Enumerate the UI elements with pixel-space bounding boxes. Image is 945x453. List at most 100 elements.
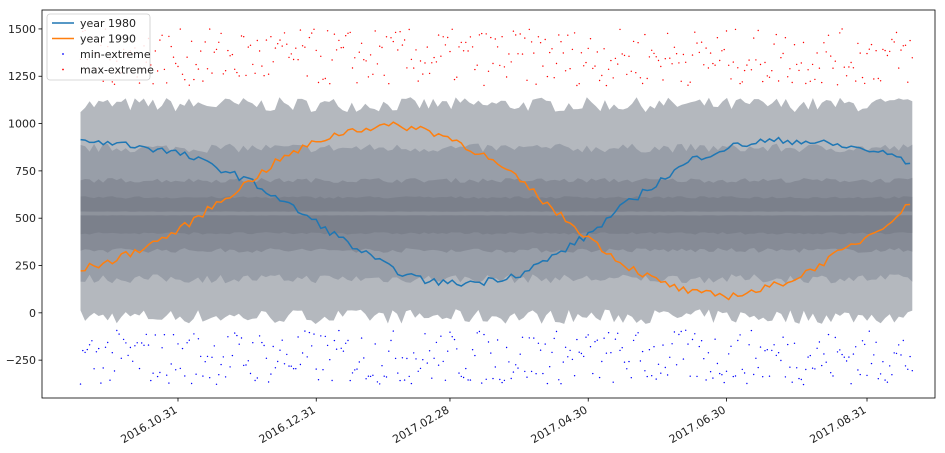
max-extreme-point <box>909 39 911 42</box>
min-extreme-point <box>816 347 818 349</box>
min-extreme-point <box>349 379 351 382</box>
min-extreme-point <box>363 357 365 359</box>
min-extreme-point <box>743 372 746 374</box>
max-extreme-point <box>884 49 886 52</box>
max-extreme-point <box>426 46 428 48</box>
min-extreme-point <box>125 342 127 344</box>
x-tick-label: 2017.08.31 <box>807 403 868 446</box>
max-extreme-point <box>628 55 630 57</box>
min-extreme-point <box>211 356 213 358</box>
max-extreme-point <box>292 58 295 61</box>
max-extreme-point <box>895 31 898 34</box>
min-extreme-point <box>113 370 116 372</box>
min-extreme-point <box>530 370 533 373</box>
max-extreme-point <box>578 83 580 85</box>
min-extreme-point <box>823 353 825 355</box>
min-extreme-point <box>839 349 841 351</box>
min-extreme-point <box>447 350 449 352</box>
y-tick-label: 0 <box>29 307 36 320</box>
min-extreme-point <box>594 341 596 343</box>
min-extreme-point <box>261 341 263 344</box>
max-extreme-point <box>873 78 875 80</box>
min-extreme-point <box>460 375 462 378</box>
max-extreme-point <box>424 62 426 64</box>
min-extreme-point <box>821 364 823 367</box>
x-axis: 2016.10.31 2016.12.31 2017.02.28 2017.04.30… <box>118 398 869 446</box>
min-extreme-point <box>542 372 544 375</box>
min-extreme-point <box>528 337 530 339</box>
max-extreme-point <box>793 44 796 46</box>
max-extreme-point <box>707 67 710 69</box>
min-extreme-point <box>154 334 156 336</box>
min-extreme-point <box>655 378 657 380</box>
max-extreme-point <box>501 36 503 38</box>
min-extreme-point <box>784 376 787 378</box>
max-extreme-point <box>465 41 467 44</box>
min-extreme-point <box>424 333 426 335</box>
max-extreme-point <box>311 32 313 34</box>
min-extreme-point <box>576 338 578 341</box>
max-extreme-point <box>725 30 728 32</box>
min-extreme-point <box>451 336 453 338</box>
max-extreme-point <box>891 38 893 41</box>
min-extreme-point <box>272 345 274 348</box>
max-extreme-point <box>777 80 780 82</box>
max-extreme-point <box>397 49 399 51</box>
max-extreme-point <box>444 44 447 46</box>
min-extreme-point <box>492 377 494 380</box>
min-extreme-point <box>564 346 567 348</box>
max-extreme-point <box>306 75 308 77</box>
max-extreme-point <box>200 50 202 52</box>
max-extreme-point <box>841 28 843 30</box>
max-extreme-point <box>297 59 299 61</box>
max-extreme-point <box>469 36 472 38</box>
max-extreme-point <box>265 39 268 41</box>
min-extreme-point <box>204 361 206 363</box>
max-extreme-point <box>879 80 882 82</box>
min-extreme-point <box>487 341 490 343</box>
min-extreme-point <box>195 373 197 375</box>
min-extreme-point <box>206 355 209 358</box>
min-extreme-point <box>539 349 542 351</box>
max-extreme-point <box>286 43 288 45</box>
min-extreme-point <box>630 377 632 379</box>
min-extreme-point <box>281 339 283 341</box>
min-extreme-point <box>365 378 367 380</box>
max-extreme-point <box>612 77 614 79</box>
max-extreme-point <box>460 41 462 44</box>
max-extreme-point <box>372 73 374 76</box>
min-extreme-point <box>845 360 848 362</box>
min-extreme-point <box>623 361 626 363</box>
max-extreme-point <box>399 31 401 33</box>
max-extreme-point <box>567 34 569 36</box>
max-extreme-point <box>558 34 560 36</box>
min-extreme-point <box>401 357 404 359</box>
max-extreme-point <box>317 81 320 84</box>
y-tick-label: 750 <box>15 165 36 178</box>
max-extreme-point <box>215 48 218 51</box>
min-extreme-point <box>750 329 753 332</box>
max-extreme-point <box>662 79 664 81</box>
min-extreme-point <box>682 358 685 360</box>
min-extreme-point <box>637 332 639 334</box>
max-extreme-point <box>206 68 209 70</box>
min-extreme-point <box>197 338 200 340</box>
max-extreme-point <box>274 47 277 49</box>
min-extreme-point <box>811 367 814 369</box>
min-extreme-point <box>397 372 399 374</box>
max-extreme-point <box>836 84 839 86</box>
max-extreme-point <box>213 51 215 53</box>
min-extreme-point <box>161 347 163 349</box>
min-extreme-point <box>145 333 147 336</box>
max-extreme-point <box>757 29 759 32</box>
max-extreme-point <box>746 64 748 66</box>
max-extreme-point <box>660 65 662 68</box>
min-extreme-point <box>626 368 628 370</box>
min-extreme-point <box>841 353 843 356</box>
min-extreme-point <box>292 368 295 370</box>
max-extreme-point <box>875 50 877 52</box>
min-extreme-point <box>759 346 762 348</box>
max-extreme-point <box>447 36 449 39</box>
max-extreme-point <box>700 41 703 43</box>
min-extreme-point <box>188 339 190 341</box>
